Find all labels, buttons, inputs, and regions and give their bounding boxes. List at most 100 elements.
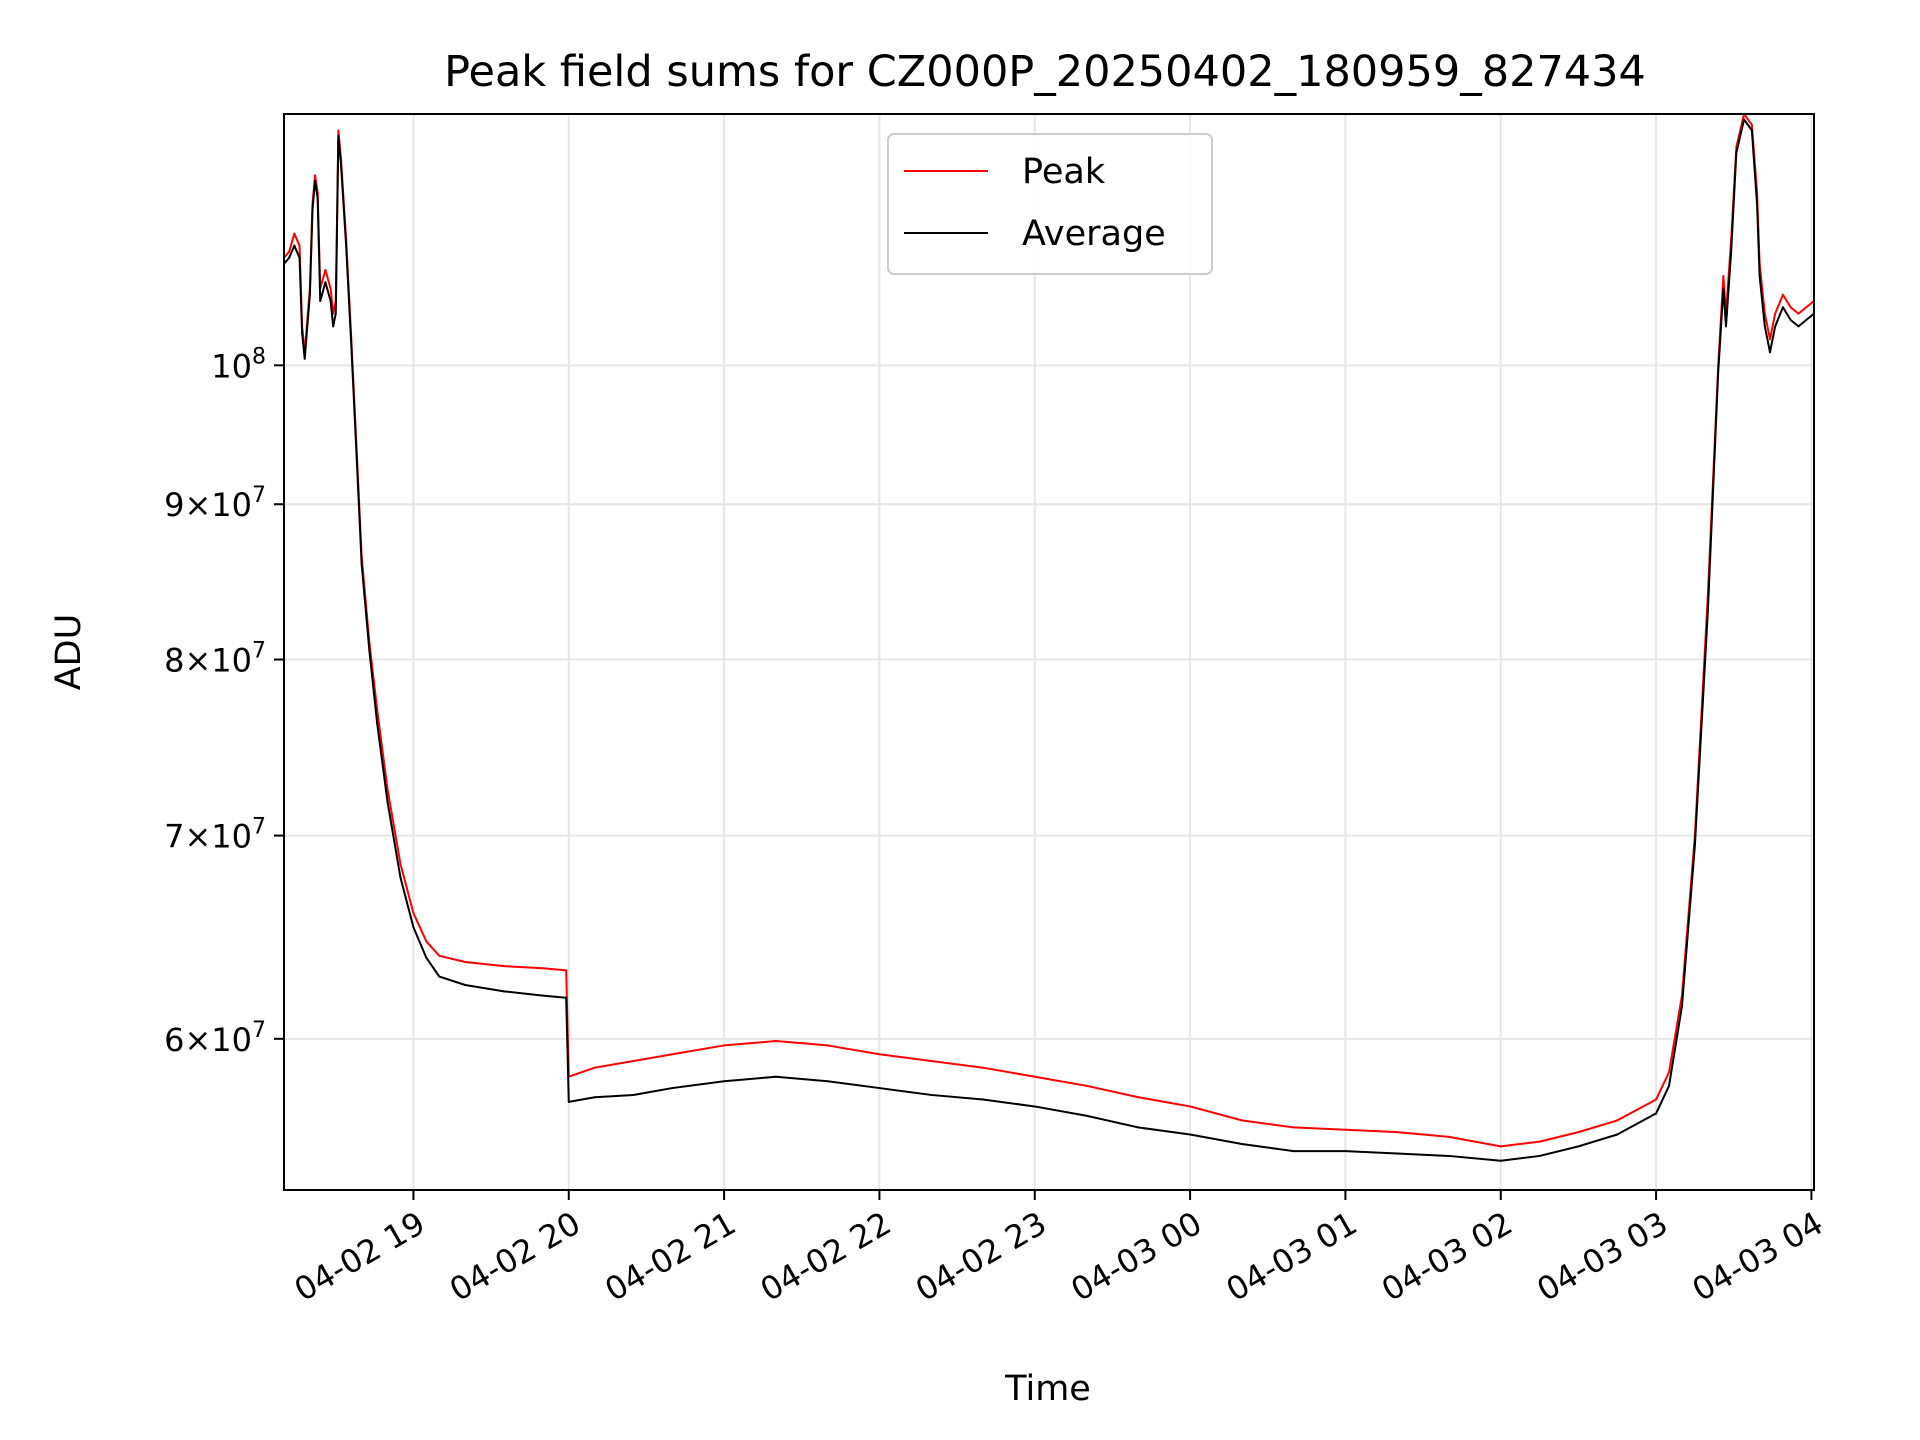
- legend-label-peak: Peak: [1022, 152, 1106, 192]
- data-point: [1344, 1128, 1347, 1131]
- data-point: [425, 940, 428, 943]
- data-point: [1577, 1145, 1580, 1148]
- y-tick-label: 8×107: [164, 639, 266, 680]
- data-point: [324, 268, 327, 271]
- data-point: [368, 650, 371, 653]
- y-tick-label: 6×107: [164, 1018, 266, 1059]
- data-point: [723, 1044, 726, 1047]
- data-point: [930, 1093, 933, 1096]
- data-point: [1768, 351, 1771, 354]
- data-point: [565, 996, 568, 999]
- data-point: [399, 876, 402, 879]
- series-line: [284, 118, 1814, 1162]
- data-point: [1735, 151, 1738, 154]
- data-point: [826, 1044, 829, 1047]
- data-point: [339, 162, 342, 165]
- data-point: [1538, 1140, 1541, 1143]
- legend-box: [887, 133, 1213, 275]
- data-point: [503, 965, 506, 968]
- data-point: [1447, 1135, 1450, 1138]
- data-point: [671, 1087, 674, 1090]
- data-point: [314, 174, 317, 177]
- data-point: [567, 1100, 570, 1103]
- data-point: [316, 197, 319, 200]
- data-point: [1085, 1114, 1088, 1117]
- data-point: [1538, 1154, 1541, 1157]
- data-point: [329, 299, 332, 302]
- data-point: [293, 232, 296, 235]
- data-point: [1743, 118, 1746, 121]
- data-point: [412, 926, 415, 929]
- data-point: [1240, 1142, 1243, 1145]
- y-axis-label: ADU: [49, 614, 89, 691]
- data-point: [376, 722, 379, 725]
- data-point: [593, 1096, 596, 1099]
- legend: Peak Average: [887, 133, 1213, 275]
- data-point: [1499, 1145, 1502, 1148]
- data-point: [303, 357, 306, 360]
- data-point: [878, 1053, 881, 1056]
- data-point: [930, 1059, 933, 1062]
- data-point: [386, 788, 389, 791]
- data-point: [774, 1075, 777, 1078]
- chart-title: Peak field sums for CZ000P_20250402_1809…: [444, 47, 1646, 97]
- data-point: [1722, 287, 1725, 290]
- data-point: [1655, 1098, 1658, 1101]
- series-average: [284, 118, 1814, 1162]
- data-point: [425, 956, 428, 959]
- data-point: [399, 863, 402, 866]
- data-point: [1447, 1154, 1450, 1157]
- data-point: [632, 1093, 635, 1096]
- y-tick-label: 7×107: [164, 815, 266, 856]
- data-point: [1756, 203, 1759, 206]
- data-point: [308, 293, 311, 296]
- data-point: [1750, 129, 1753, 132]
- data-point: [1797, 325, 1800, 328]
- data-point: [298, 244, 301, 247]
- data-point: [301, 331, 304, 334]
- data-point: [1722, 275, 1725, 278]
- data-point: [293, 244, 296, 247]
- data-point: [1680, 1005, 1683, 1008]
- data-point: [1577, 1131, 1580, 1134]
- data-point: [1085, 1084, 1088, 1087]
- data-point: [314, 180, 317, 183]
- data-point: [1137, 1126, 1140, 1129]
- x-axis-label: Time: [1004, 1369, 1091, 1409]
- data-point: [360, 563, 363, 566]
- data-point: [1768, 338, 1771, 341]
- data-point: [1292, 1126, 1295, 1129]
- data-point: [1781, 306, 1784, 309]
- data-point: [350, 344, 353, 347]
- data-point: [464, 984, 467, 987]
- plot-frame: [283, 113, 1815, 1191]
- data-point: [1137, 1096, 1140, 1099]
- data-point: [981, 1098, 984, 1101]
- grid: [284, 114, 1814, 1190]
- data-point: [1693, 844, 1696, 847]
- data-point: [541, 967, 544, 970]
- data-point: [1706, 609, 1709, 612]
- data-point: [632, 1059, 635, 1062]
- y-tick-label: 108: [211, 344, 266, 385]
- data-point: [438, 954, 441, 957]
- y-tick-label: 9×107: [164, 483, 266, 524]
- data-point: [1774, 325, 1777, 328]
- data-point: [1189, 1105, 1192, 1108]
- data-point: [1655, 1112, 1658, 1115]
- data-point: [774, 1040, 777, 1043]
- data-point: [1774, 312, 1777, 315]
- data-point: [337, 129, 340, 132]
- data-point: [1240, 1119, 1243, 1122]
- data-point: [1033, 1075, 1036, 1078]
- data-point: [1499, 1159, 1502, 1162]
- data-point: [981, 1066, 984, 1069]
- data-point: [1724, 325, 1727, 328]
- legend-label-average: Average: [1022, 214, 1166, 254]
- data-point: [1758, 275, 1761, 278]
- data-point: [1344, 1150, 1347, 1153]
- data-point: [319, 299, 322, 302]
- data-point: [1717, 370, 1720, 373]
- data-point: [334, 312, 337, 315]
